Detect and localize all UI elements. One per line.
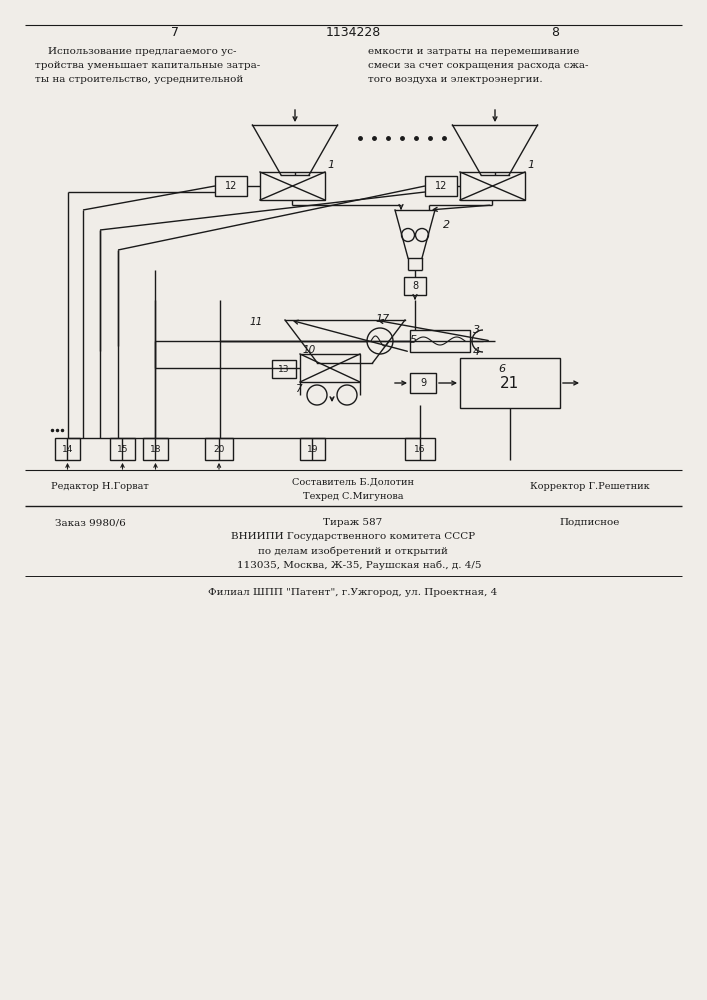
- Text: Использование предлагаемого ус-: Использование предлагаемого ус-: [35, 47, 237, 56]
- Text: 17: 17: [375, 314, 390, 324]
- Text: 19: 19: [307, 444, 318, 454]
- Bar: [404, 277, 426, 295]
- Text: емкости и затраты на перемешивание: емкости и затраты на перемешивание: [368, 47, 579, 56]
- Text: ты на строительство, усреднительной: ты на строительство, усреднительной: [35, 75, 243, 84]
- Text: тройства уменьшает капитальные затра-: тройства уменьшает капитальные затра-: [35, 61, 260, 70]
- Text: 11: 11: [250, 317, 263, 327]
- Text: Заказ 9980/6: Заказ 9980/6: [54, 518, 125, 527]
- Text: 20: 20: [214, 444, 225, 454]
- Text: 1: 1: [527, 160, 534, 170]
- Text: 3: 3: [473, 325, 480, 335]
- Text: 1134228: 1134228: [325, 25, 380, 38]
- Bar: [272, 360, 296, 378]
- Text: Составитель Б.Долотин: Составитель Б.Долотин: [292, 478, 414, 487]
- Bar: [110, 438, 135, 460]
- Text: 9: 9: [420, 378, 426, 388]
- Bar: [260, 172, 325, 200]
- Text: 5: 5: [410, 335, 417, 345]
- Text: 16: 16: [414, 444, 426, 454]
- Bar: [410, 330, 470, 352]
- Text: 21: 21: [501, 375, 520, 390]
- Bar: [143, 438, 168, 460]
- Text: 8: 8: [551, 25, 559, 38]
- Text: 6: 6: [498, 364, 505, 374]
- Text: 8: 8: [412, 281, 418, 291]
- Text: 12: 12: [435, 181, 448, 191]
- Text: 10: 10: [303, 345, 316, 355]
- Text: 113035, Москва, Ж-35, Раушская наб., д. 4/5: 113035, Москва, Ж-35, Раушская наб., д. …: [224, 560, 481, 570]
- Text: 4: 4: [473, 347, 480, 357]
- Text: Редактор Н.Горват: Редактор Н.Горват: [51, 482, 149, 491]
- Text: ВНИИПИ Государственного комитета СССР: ВНИИПИ Государственного комитета СССР: [231, 532, 475, 541]
- Text: 18: 18: [150, 444, 161, 454]
- Text: Подписное: Подписное: [560, 518, 620, 527]
- Bar: [205, 438, 233, 460]
- Bar: [215, 176, 247, 196]
- Text: 7: 7: [295, 384, 302, 394]
- Text: 12: 12: [225, 181, 237, 191]
- Text: того воздуха и электроэнергии.: того воздуха и электроэнергии.: [368, 75, 543, 84]
- Bar: [405, 438, 435, 460]
- Text: Техред С.Мигунова: Техред С.Мигунова: [303, 492, 403, 501]
- Text: 2: 2: [443, 220, 450, 230]
- Text: 1: 1: [327, 160, 334, 170]
- Text: Тираж 587: Тираж 587: [323, 518, 382, 527]
- Text: 7: 7: [171, 25, 179, 38]
- Text: Корректор Г.Решетник: Корректор Г.Решетник: [530, 482, 650, 491]
- Bar: [460, 172, 525, 200]
- Text: смеси за счет сокращения расхода сжа-: смеси за счет сокращения расхода сжа-: [368, 61, 588, 70]
- Text: 14: 14: [62, 444, 74, 454]
- Bar: [425, 176, 457, 196]
- Bar: [300, 354, 360, 382]
- Bar: [410, 373, 436, 393]
- Bar: [55, 438, 80, 460]
- Bar: [460, 358, 560, 408]
- Text: 15: 15: [117, 444, 128, 454]
- Text: по делам изобретений и открытий: по делам изобретений и открытий: [258, 546, 448, 556]
- Bar: [300, 438, 325, 460]
- Text: 13: 13: [279, 364, 290, 373]
- Text: Филиал ШПП "Патент", г.Ужгород, ул. Проектная, 4: Филиал ШПП "Патент", г.Ужгород, ул. Прое…: [209, 588, 498, 597]
